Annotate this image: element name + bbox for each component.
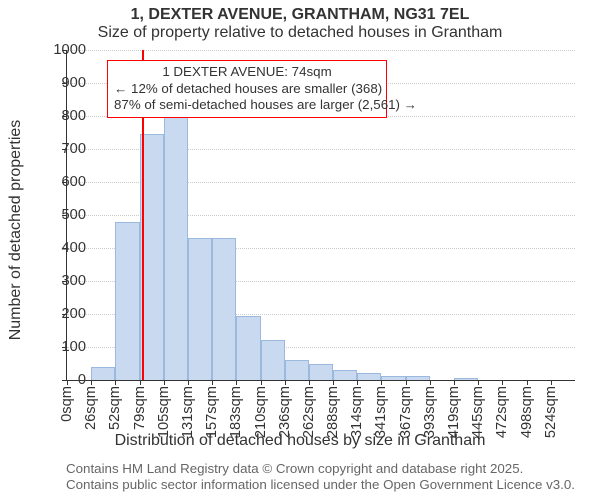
x-tick-label: 79sqm: [132, 386, 148, 430]
annotation-box: 1 DEXTER AVENUE: 74sqm← 12% of detached …: [107, 60, 387, 118]
histogram-bar: [381, 376, 405, 380]
x-tick-mark: [115, 380, 116, 385]
histogram-bar: [406, 376, 430, 380]
histogram-bar: [454, 378, 478, 380]
chart-title: 1, DEXTER AVENUE, GRANTHAM, NG31 7EL: [0, 6, 600, 24]
histogram-bar: [236, 316, 260, 380]
x-tick-mark: [527, 380, 528, 385]
x-tick-mark: [285, 380, 286, 385]
x-tick-mark: [188, 380, 189, 385]
x-tick-mark: [261, 380, 262, 385]
annotation-line: ← 12% of detached houses are smaller (36…: [114, 81, 380, 98]
plot-area: 0sqm26sqm52sqm79sqm105sqm131sqm157sqm183…: [66, 50, 575, 381]
x-tick-mark: [140, 380, 141, 385]
x-tick-label: 524sqm: [543, 386, 559, 438]
histogram-bar: [261, 340, 285, 380]
x-tick-mark: [381, 380, 382, 385]
x-tick-mark: [91, 380, 92, 385]
histogram-bar: [188, 238, 212, 380]
x-tick-label: 210sqm: [253, 386, 269, 438]
y-tick-label: 800: [46, 108, 86, 124]
x-tick-label: 314sqm: [349, 386, 365, 438]
y-tick-label: 300: [46, 273, 86, 289]
y-tick-label: 100: [46, 339, 86, 355]
x-tick-label: 131sqm: [180, 386, 196, 438]
x-tick-label: 288sqm: [325, 386, 341, 438]
credits-line: Contains HM Land Registry data © Crown c…: [66, 461, 575, 478]
histogram-bar: [309, 364, 333, 381]
x-tick-mark: [309, 380, 310, 385]
histogram-bar: [285, 360, 309, 380]
x-tick-label: 105sqm: [156, 386, 172, 438]
credits-line: Contains public sector information licen…: [66, 477, 575, 494]
y-tick-label: 500: [46, 207, 86, 223]
x-tick-label: 445sqm: [470, 386, 486, 438]
x-tick-label: 419sqm: [446, 386, 462, 438]
x-tick-label: 393sqm: [422, 386, 438, 438]
x-tick-mark: [430, 380, 431, 385]
y-axis-label: Number of detached properties: [7, 120, 25, 341]
histogram-bar: [212, 238, 236, 380]
x-tick-label: 472sqm: [494, 386, 510, 438]
annotation-line: 1 DEXTER AVENUE: 74sqm: [114, 64, 380, 81]
chart-container: { "chart": { "type": "histogram", "title…: [0, 0, 600, 500]
x-axis-label: Distribution of detached houses by size …: [0, 432, 600, 450]
x-tick-mark: [551, 380, 552, 385]
x-tick-mark: [406, 380, 407, 385]
histogram-bar: [91, 367, 115, 380]
x-tick-mark: [454, 380, 455, 385]
x-tick-mark: [478, 380, 479, 385]
x-tick-mark: [236, 380, 237, 385]
x-tick-label: 498sqm: [519, 386, 535, 438]
x-tick-label: 183sqm: [228, 386, 244, 438]
x-tick-label: 262sqm: [301, 386, 317, 438]
x-tick-mark: [164, 380, 165, 385]
y-tick-label: 200: [46, 306, 86, 322]
x-tick-label: 157sqm: [204, 386, 220, 438]
histogram-bar: [357, 373, 381, 380]
x-tick-label: 26sqm: [83, 386, 99, 430]
x-tick-mark: [333, 380, 334, 385]
y-tick-label: 900: [46, 75, 86, 91]
x-tick-label: 367sqm: [398, 386, 414, 438]
y-tick-label: 400: [46, 240, 86, 256]
y-tick-label: 600: [46, 174, 86, 190]
credits: Contains HM Land Registry data © Crown c…: [66, 461, 575, 494]
y-tick-label: 700: [46, 141, 86, 157]
histogram-bar: [333, 370, 357, 380]
x-tick-mark: [357, 380, 358, 385]
histogram-bar: [115, 222, 139, 380]
x-tick-label: 52sqm: [107, 386, 123, 430]
x-tick-mark: [212, 380, 213, 385]
histogram-bar: [164, 116, 188, 380]
x-tick-mark: [502, 380, 503, 385]
x-tick-label: 0sqm: [59, 386, 75, 422]
y-tick-label: 1000: [46, 42, 86, 58]
x-tick-label: 341sqm: [373, 386, 389, 438]
x-tick-label: 236sqm: [277, 386, 293, 438]
annotation-line: 87% of semi-detached houses are larger (…: [114, 97, 380, 114]
chart-subtitle: Size of property relative to detached ho…: [0, 24, 600, 42]
y-tick-label: 0: [46, 372, 86, 388]
